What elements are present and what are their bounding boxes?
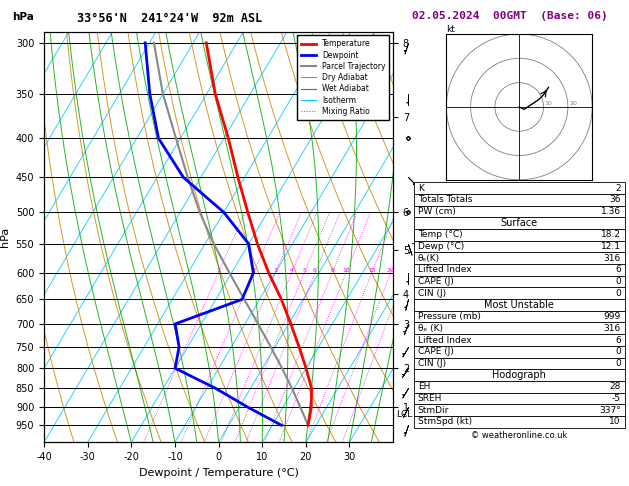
Text: 36: 36 [610,195,621,204]
Text: Lifted Index: Lifted Index [418,265,471,275]
Text: 3: 3 [274,268,277,273]
Text: 0: 0 [615,277,621,286]
Text: 2: 2 [615,184,621,192]
X-axis label: Dewpoint / Temperature (°C): Dewpoint / Temperature (°C) [138,468,299,478]
Text: SREH: SREH [418,394,442,403]
Text: 10: 10 [342,268,350,273]
Text: 20: 20 [569,101,577,105]
Text: -5: -5 [612,394,621,403]
Text: 316: 316 [604,324,621,333]
Text: 8: 8 [330,268,334,273]
Text: θₑ(K): θₑ(K) [418,254,440,263]
Text: 5: 5 [303,268,306,273]
Text: θₑ (K): θₑ (K) [418,324,443,333]
Text: K: K [418,184,423,192]
Text: LCL: LCL [397,410,413,419]
Text: CIN (J): CIN (J) [418,289,446,298]
Text: 02.05.2024  00GMT  (Base: 06): 02.05.2024 00GMT (Base: 06) [412,11,608,21]
Text: 18.2: 18.2 [601,230,621,239]
Text: 0: 0 [615,289,621,298]
Text: Surface: Surface [501,218,538,228]
Text: StmDir: StmDir [418,406,449,415]
Text: Dewp (°C): Dewp (°C) [418,242,464,251]
Text: 337°: 337° [599,406,621,415]
Text: 316: 316 [604,254,621,263]
Text: 2: 2 [252,268,255,273]
Text: 4: 4 [289,268,294,273]
Y-axis label: hPa: hPa [0,227,10,247]
Text: 6: 6 [615,265,621,275]
Text: 15: 15 [368,268,376,273]
Text: StmSpd (kt): StmSpd (kt) [418,417,472,426]
Text: 0: 0 [615,359,621,368]
Text: 12.1: 12.1 [601,242,621,251]
Text: EH: EH [418,382,430,391]
Text: 6: 6 [313,268,317,273]
Text: Hodograph: Hodograph [493,370,546,380]
Text: Most Unstable: Most Unstable [484,300,554,310]
Text: 28: 28 [610,382,621,391]
Text: 10: 10 [610,417,621,426]
Text: CIN (J): CIN (J) [418,359,446,368]
Text: © weatheronline.co.uk: © weatheronline.co.uk [471,431,567,440]
Text: PW (cm): PW (cm) [418,207,455,216]
Text: Pressure (mb): Pressure (mb) [418,312,481,321]
Text: Temp (°C): Temp (°C) [418,230,462,239]
Text: 999: 999 [604,312,621,321]
Text: 0: 0 [615,347,621,356]
Text: CAPE (J): CAPE (J) [418,347,454,356]
Text: 10: 10 [545,101,552,105]
Text: 6: 6 [615,335,621,345]
Text: CAPE (J): CAPE (J) [418,277,454,286]
Text: hPa: hPa [13,12,35,22]
Y-axis label: km
ASL: km ASL [412,228,433,246]
Text: Totals Totals: Totals Totals [418,195,472,204]
Text: kt: kt [447,25,455,34]
Text: 20: 20 [387,268,394,273]
Text: 1.36: 1.36 [601,207,621,216]
Text: Lifted Index: Lifted Index [418,335,471,345]
Text: 33°56'N  241°24'W  92m ASL: 33°56'N 241°24'W 92m ASL [77,12,262,25]
Text: 1: 1 [216,268,220,273]
Legend: Temperature, Dewpoint, Parcel Trajectory, Dry Adiabat, Wet Adiabat, Isotherm, Mi: Temperature, Dewpoint, Parcel Trajectory… [297,35,389,120]
